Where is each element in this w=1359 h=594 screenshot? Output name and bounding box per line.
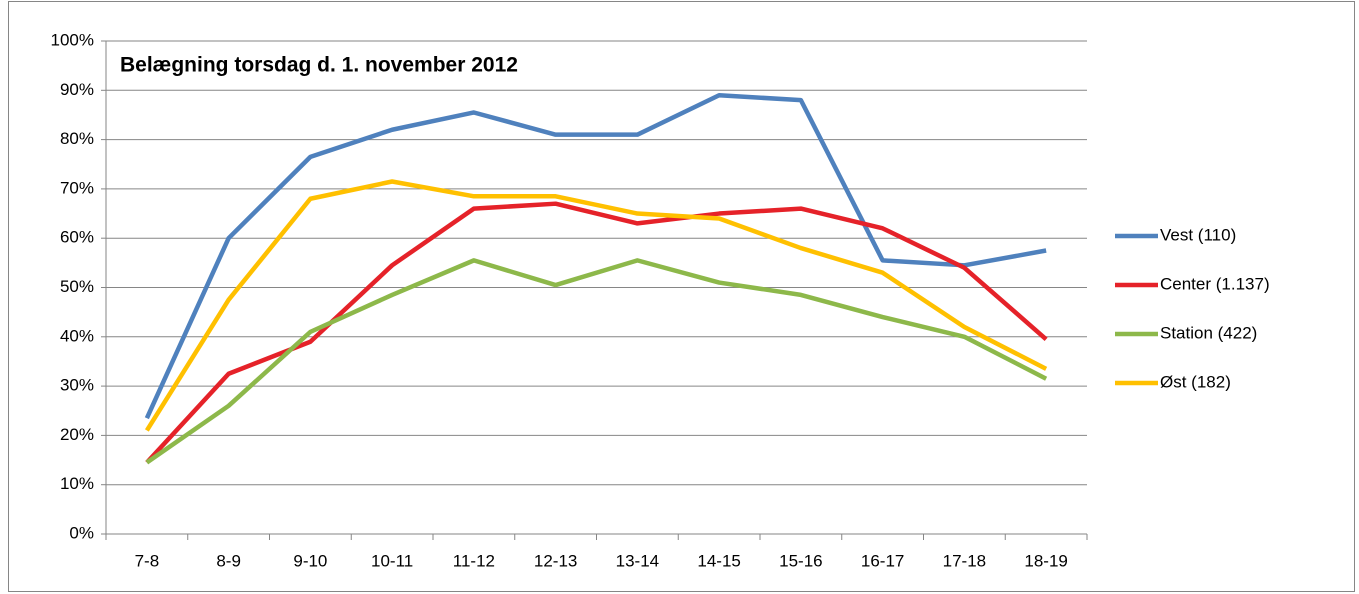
x-tick-label: 17-18: [943, 551, 986, 570]
series-line: [144, 92, 1047, 420]
x-tick-label: 11-12: [453, 551, 495, 570]
y-tick-label: 50%: [60, 277, 94, 296]
x-tick-label: 8-9: [216, 551, 241, 570]
y-tick-label: 100%: [51, 30, 94, 49]
y-tick-label: 0%: [69, 523, 94, 542]
legend-label: Center (1.137): [1160, 274, 1270, 293]
y-tick-label: 20%: [60, 425, 94, 444]
legend-label: Station (422): [1160, 323, 1257, 342]
y-tick-label: 10%: [60, 474, 94, 493]
y-tick-label: 70%: [60, 178, 94, 197]
y-tick-label: 60%: [60, 228, 94, 247]
series-line: [145, 258, 1048, 465]
x-tick-label: 7-8: [135, 551, 160, 570]
x-tick-label: 18-19: [1024, 551, 1067, 570]
series-line: [144, 179, 1048, 432]
x-tick-label: 15-16: [779, 551, 822, 570]
x-tick-label: 14-15: [697, 551, 740, 570]
x-tick-label: 13-14: [616, 551, 659, 570]
y-tick-label: 30%: [60, 376, 94, 395]
x-tick-label: 9-10: [293, 551, 327, 570]
y-tick-label: 40%: [60, 326, 94, 345]
x-tick-label: 10-11: [371, 551, 413, 570]
legend-label: Øst (182): [1160, 372, 1231, 391]
x-tick-label: 16-17: [861, 551, 904, 570]
x-tick-label: 12-13: [534, 551, 577, 570]
chart-title: Belægning torsdag d. 1. november 2012: [120, 54, 518, 77]
legend-label: Vest (110): [1160, 225, 1236, 244]
y-tick-label: 80%: [60, 129, 94, 148]
y-tick-label: 90%: [60, 80, 94, 99]
